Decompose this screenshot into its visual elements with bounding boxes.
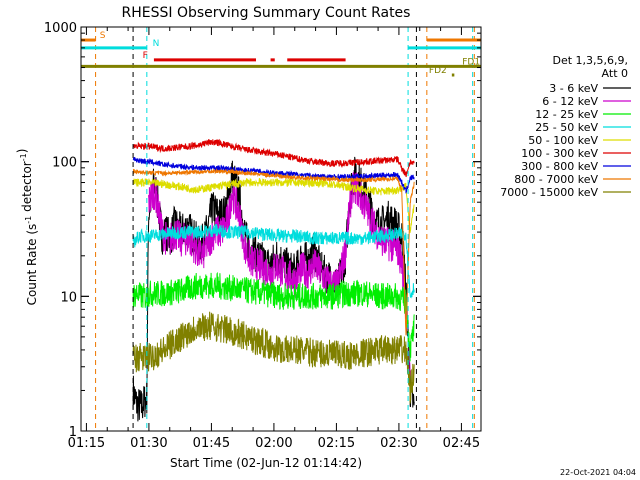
series-800-7000-kev [132, 168, 415, 336]
y-tick-label: 1000 [44, 21, 77, 36]
legend-label: 25 - 50 keV [535, 121, 598, 134]
series-25-50-kev [132, 223, 415, 299]
legend-label: 800 - 7000 keV [514, 173, 598, 186]
x-tick-label: 01:30 [130, 436, 167, 451]
legend-label: 50 - 100 keV [528, 134, 598, 147]
legend-label: 6 - 12 keV [542, 95, 598, 108]
series-line [132, 223, 415, 299]
series-6-12-kev [148, 171, 411, 376]
series-line [132, 157, 415, 194]
legend-title-line: Det 1,3,5,6,9, [552, 54, 628, 67]
flag-fd1: FD1 [81, 57, 481, 68]
flag-layer: S NF FD1 FD2 [81, 31, 481, 77]
flag-label: FD1 [462, 57, 480, 67]
flag-fd2: FD2 [429, 66, 455, 77]
series-line [132, 271, 415, 362]
legend-label: 3 - 6 keV [549, 82, 598, 95]
series-line [132, 168, 415, 336]
x-tick-label: 02:15 [318, 436, 355, 451]
series-100-300-kev [132, 138, 415, 178]
flag-label: F [143, 51, 148, 61]
flag-label: S [100, 31, 106, 41]
legend-label: 300 - 800 keV [521, 160, 598, 173]
series-line [132, 177, 415, 233]
series-300-800-kev [132, 157, 415, 194]
series-line [132, 311, 415, 404]
x-tick-label: 02:45 [443, 436, 480, 451]
chart-title: RHESSI Observing Summary Count Rates [122, 5, 411, 21]
y-tick-label: 1 [69, 425, 77, 440]
axis-layer: 01:15 01:30 01:45 02:00 02:15 02:30 02:45 1 10 10… [44, 21, 482, 451]
legend-title: Det 1,3,5,6,9,Att 0 [552, 54, 628, 80]
legend-label: 7000 - 15000 keV [500, 186, 598, 199]
vertical-marker-layer [95, 27, 475, 431]
series-line [132, 138, 415, 178]
legend-title-line: Att 0 [602, 67, 628, 80]
x-tick-label: 02:00 [255, 436, 292, 451]
legend-label: 12 - 25 keV [535, 108, 598, 121]
x-tick-label: 01:15 [68, 436, 105, 451]
flag-label: N [153, 39, 160, 49]
flag-n: N [81, 39, 481, 50]
plot-frame [80, 26, 482, 432]
series-layer [132, 138, 415, 422]
series-50-100-kev [132, 177, 415, 233]
legend-label: 100 - 300 keV [521, 147, 598, 160]
footer-timestamp: 22-Oct-2021 04:04 [560, 468, 636, 477]
y-tick-label: 10 [60, 290, 77, 305]
series-7000-15000-kev [132, 311, 415, 404]
x-tick-label: 01:45 [193, 436, 230, 451]
x-axis-label: Start Time (02-Jun-12 01:14:42) [170, 456, 362, 470]
flag-label: FD2 [429, 66, 447, 76]
series-12-25-kev [132, 271, 415, 362]
flag-f: F [143, 51, 346, 62]
series-line [148, 171, 411, 376]
x-tick-label: 02:30 [380, 436, 417, 451]
y-tick-label: 100 [52, 156, 77, 171]
y-axis-label: Count Rate (s-1 detector-1) [15, 149, 39, 306]
